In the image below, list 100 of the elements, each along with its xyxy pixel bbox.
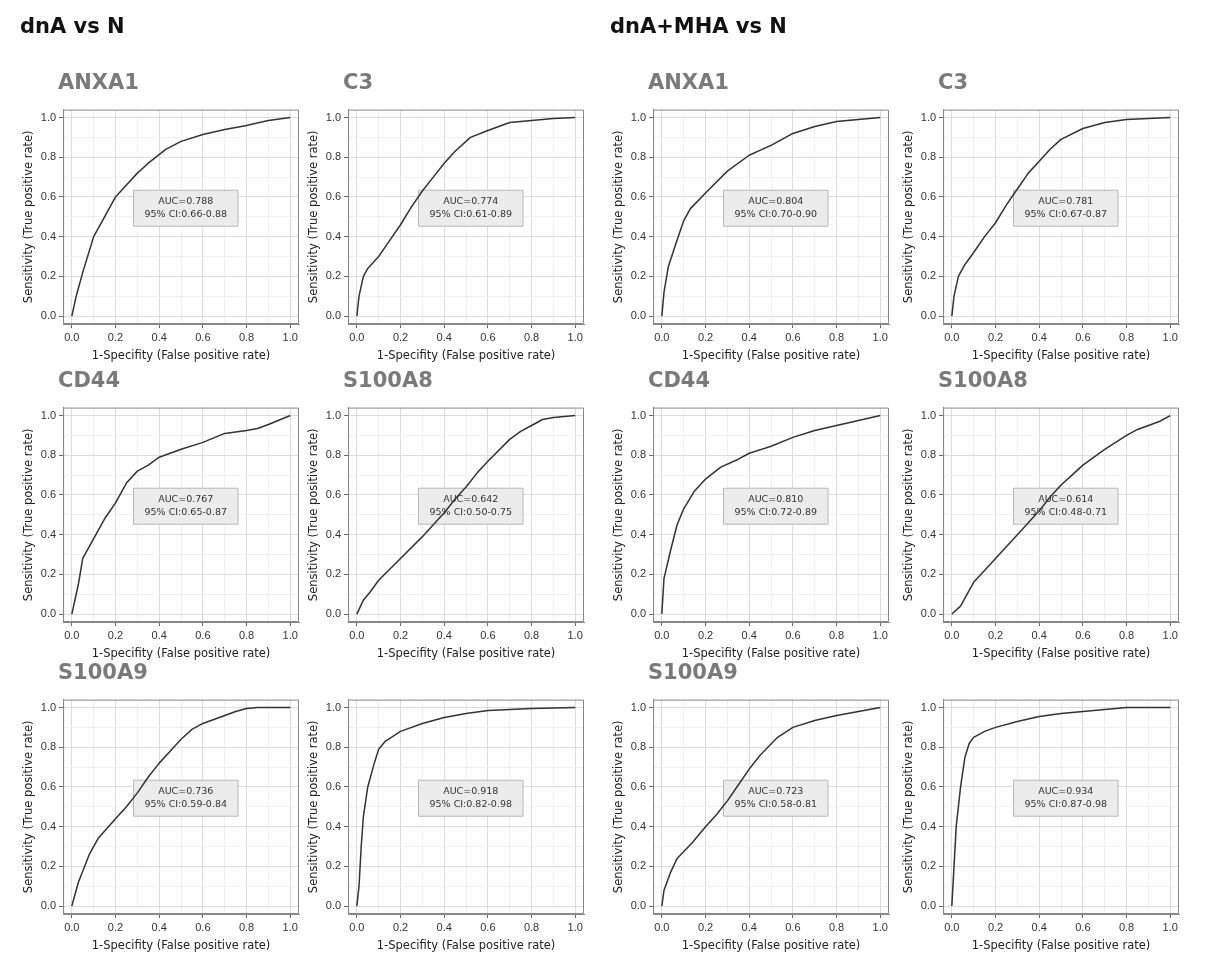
y-tick-label: 0.8 — [630, 150, 647, 163]
annotation: AUC=0.774 — [443, 195, 499, 207]
chart-title: C3 — [938, 70, 969, 94]
y-tick-label: 0.4 — [40, 527, 57, 540]
y-tick-label: 0.2 — [325, 859, 342, 872]
y-tick-label: 0.8 — [920, 150, 937, 163]
x-tick-label: 0.0 — [944, 330, 960, 343]
x-tick-label: 0.2 — [107, 628, 124, 641]
y-tick-label: 0.4 — [325, 819, 342, 832]
y-tick-label: 0.6 — [630, 487, 647, 500]
x-tick-label: 0.8 — [1118, 330, 1135, 343]
x-tick-label: 0.4 — [1031, 628, 1047, 641]
y-tick-label: 0.6 — [630, 189, 647, 202]
x-tick-label: 0.0 — [64, 920, 80, 933]
annotation: AUC=0.810 — [748, 493, 804, 505]
x-tick-label: 1.0 — [567, 920, 583, 933]
y-axis-title: Sensitivity (True positive rate) — [610, 720, 625, 894]
y-tick-label: 0.6 — [40, 487, 57, 500]
x-tick-label: 0.8 — [828, 920, 845, 933]
x-tick-label: 0.6 — [785, 330, 801, 343]
y-axis-title: Sensitivity (True positive rate) — [305, 130, 320, 304]
x-axis-title: 1-Specifity (False positive rate) — [91, 646, 271, 661]
x-tick-label: 0.2 — [697, 330, 714, 343]
x-axis-title: 1-Specifity (False positive rate) — [971, 938, 1151, 953]
x-tick-label: 0.2 — [697, 920, 714, 933]
x-tick-label: 0.0 — [944, 628, 960, 641]
y-tick-label: 1.0 — [325, 110, 342, 123]
y-axis-title: Sensitivity (True positive rate) — [20, 130, 35, 304]
y-tick-label: 0.8 — [920, 448, 937, 461]
x-tick-label: 0.6 — [1075, 920, 1091, 933]
x-tick-label: 0.0 — [349, 330, 365, 343]
y-axis-title: Sensitivity (True positive rate) — [610, 130, 625, 304]
x-tick-label: 0.6 — [1075, 628, 1091, 641]
y-tick-label: 0.4 — [325, 229, 342, 242]
y-tick-label: 1.0 — [630, 408, 647, 421]
x-tick-label: 0.4 — [151, 330, 167, 343]
x-tick-label: 0.6 — [480, 330, 496, 343]
y-axis-title: Sensitivity (True positive rate) — [610, 428, 625, 602]
x-tick-label: 0.0 — [349, 920, 365, 933]
x-tick-label: 0.0 — [64, 628, 80, 641]
y-tick-label: 1.0 — [40, 700, 57, 713]
x-tick-label: 0.4 — [741, 628, 757, 641]
annotation: 95% CI:0.66-0.88 — [144, 208, 228, 220]
y-tick-label: 0.2 — [920, 859, 937, 872]
y-tick-label: 1.0 — [40, 110, 57, 123]
y-tick-label: 0.4 — [920, 819, 937, 832]
x-tick-label: 0.0 — [654, 920, 670, 933]
x-tick-label: 0.0 — [654, 628, 670, 641]
y-tick-label: 0.0 — [40, 607, 57, 620]
y-tick-label: 0.2 — [40, 859, 57, 872]
x-tick-label: 1.0 — [1162, 920, 1178, 933]
chart-title: CD44 — [58, 368, 121, 392]
x-tick-label: 1.0 — [282, 628, 298, 641]
x-tick-label: 0.4 — [436, 628, 452, 641]
y-tick-label: 0.0 — [40, 899, 57, 912]
annotation: AUC=0.723 — [748, 785, 804, 797]
chart-title: ANXA1 — [648, 70, 729, 94]
y-tick-label: 0.8 — [325, 150, 342, 163]
x-tick-label: 0.8 — [1118, 628, 1135, 641]
y-tick-label: 0.6 — [40, 779, 57, 792]
annotation: 95% CI:0.87-0.98 — [1024, 798, 1108, 810]
y-tick-label: 0.4 — [630, 819, 647, 832]
y-tick-label: 0.2 — [920, 567, 937, 580]
y-tick-label: 0.8 — [630, 740, 647, 753]
chart-subtitle: dnA+MHA vs N — [610, 14, 787, 38]
x-tick-label: 1.0 — [1162, 330, 1178, 343]
x-tick-label: 0.0 — [349, 628, 365, 641]
x-tick-label: 0.6 — [195, 628, 211, 641]
y-tick-label: 0.0 — [325, 607, 342, 620]
annotation: 95% CI:0.72-0.89 — [734, 506, 818, 518]
x-tick-label: 1.0 — [872, 628, 888, 641]
y-tick-label: 0.0 — [920, 607, 937, 620]
x-axis-title: 1-Specifity (False positive rate) — [971, 646, 1151, 661]
y-tick-label: 0.4 — [325, 527, 342, 540]
annotation: 95% CI:0.59-0.84 — [144, 798, 228, 810]
y-tick-label: 0.4 — [40, 229, 57, 242]
y-tick-label: 0.8 — [40, 150, 57, 163]
y-axis-title: Sensitivity (True positive rate) — [305, 720, 320, 894]
y-axis-title: Sensitivity (True positive rate) — [900, 720, 915, 894]
x-axis-title: 1-Specifity (False positive rate) — [681, 938, 861, 953]
chart-title: C3 — [343, 70, 374, 94]
x-tick-label: 0.6 — [480, 920, 496, 933]
y-tick-label: 0.8 — [630, 448, 647, 461]
x-axis-title: 1-Specifity (False positive rate) — [681, 646, 861, 661]
x-tick-label: 0.4 — [436, 920, 452, 933]
x-tick-label: 0.8 — [238, 628, 255, 641]
y-tick-label: 0.2 — [325, 269, 342, 282]
x-tick-label: 0.4 — [1031, 330, 1047, 343]
x-tick-label: 0.8 — [523, 628, 540, 641]
y-tick-label: 0.2 — [325, 567, 342, 580]
x-axis-title: 1-Specifity (False positive rate) — [376, 348, 556, 363]
y-tick-label: 1.0 — [325, 700, 342, 713]
chart-title: S100A8 — [343, 368, 433, 392]
annotation: AUC=0.934 — [1038, 785, 1094, 797]
x-tick-label: 1.0 — [567, 628, 583, 641]
y-tick-label: 0.0 — [920, 899, 937, 912]
y-axis-title: Sensitivity (True positive rate) — [305, 428, 320, 602]
y-axis-title: Sensitivity (True positive rate) — [20, 428, 35, 602]
annotation: 95% CI:0.61-0.89 — [429, 208, 513, 220]
y-tick-label: 0.2 — [630, 567, 647, 580]
